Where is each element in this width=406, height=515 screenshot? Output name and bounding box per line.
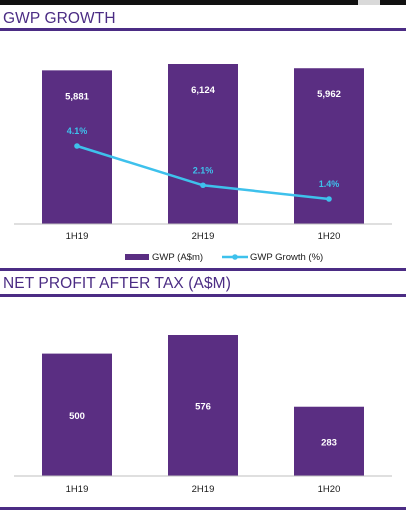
npat-x-tick-label: 1H20 bbox=[318, 484, 341, 495]
npat-bar bbox=[294, 406, 364, 476]
section-divider bbox=[0, 268, 406, 271]
gwp-x-tick-label: 2H19 bbox=[192, 231, 215, 242]
top-divider-bar bbox=[0, 0, 406, 5]
legend-line-marker bbox=[232, 254, 238, 260]
gwp-growth-point bbox=[326, 196, 332, 202]
gwp-x-tick-label: 1H19 bbox=[66, 231, 89, 242]
npat-bar bbox=[168, 335, 238, 476]
legend-line-label: GWP Growth (%) bbox=[250, 252, 323, 263]
npat-bar-value-label: 576 bbox=[195, 402, 211, 413]
npat-section-title: NET PROFIT AFTER TAX (A$M) bbox=[3, 275, 231, 292]
npat-bar-value-label: 500 bbox=[69, 411, 85, 422]
gwp-bar-value-label: 5,881 bbox=[65, 91, 89, 102]
gwp-x-tick-label: 1H20 bbox=[318, 231, 341, 242]
gwp-bar-value-label: 6,124 bbox=[191, 85, 215, 96]
npat-chart: 500 1H19 576 2H19 283 1H20 bbox=[14, 335, 392, 495]
gwp-bar-value-label: 5,962 bbox=[317, 89, 341, 100]
npat-bar bbox=[42, 353, 112, 476]
gwp-growth-point bbox=[200, 182, 206, 189]
gwp-growth-label: 2.1% bbox=[193, 165, 214, 175]
bottom-rule bbox=[0, 507, 406, 510]
legend-bar-swatch bbox=[125, 254, 149, 260]
legend-bar-label: GWP (A$m) bbox=[152, 252, 203, 263]
npat-x-tick-label: 2H19 bbox=[192, 484, 215, 495]
npat-title-rule bbox=[0, 294, 406, 297]
gwp-chart: 5,881 1H19 6,124 2H19 5,962 1H20 4.1% 2.1% 1.4% G… bbox=[14, 64, 392, 263]
gwp-bar bbox=[168, 64, 238, 224]
npat-x-tick-label: 1H19 bbox=[66, 484, 89, 495]
npat-bar-value-label: 283 bbox=[321, 437, 337, 448]
gwp-title-rule bbox=[0, 28, 406, 31]
gwp-growth-label: 4.1% bbox=[67, 126, 88, 136]
gwp-growth-point bbox=[74, 143, 80, 149]
gwp-section-title: GWP GROWTH bbox=[3, 10, 116, 27]
top-bar-tab bbox=[358, 0, 380, 5]
gwp-growth-label: 1.4% bbox=[319, 179, 340, 189]
